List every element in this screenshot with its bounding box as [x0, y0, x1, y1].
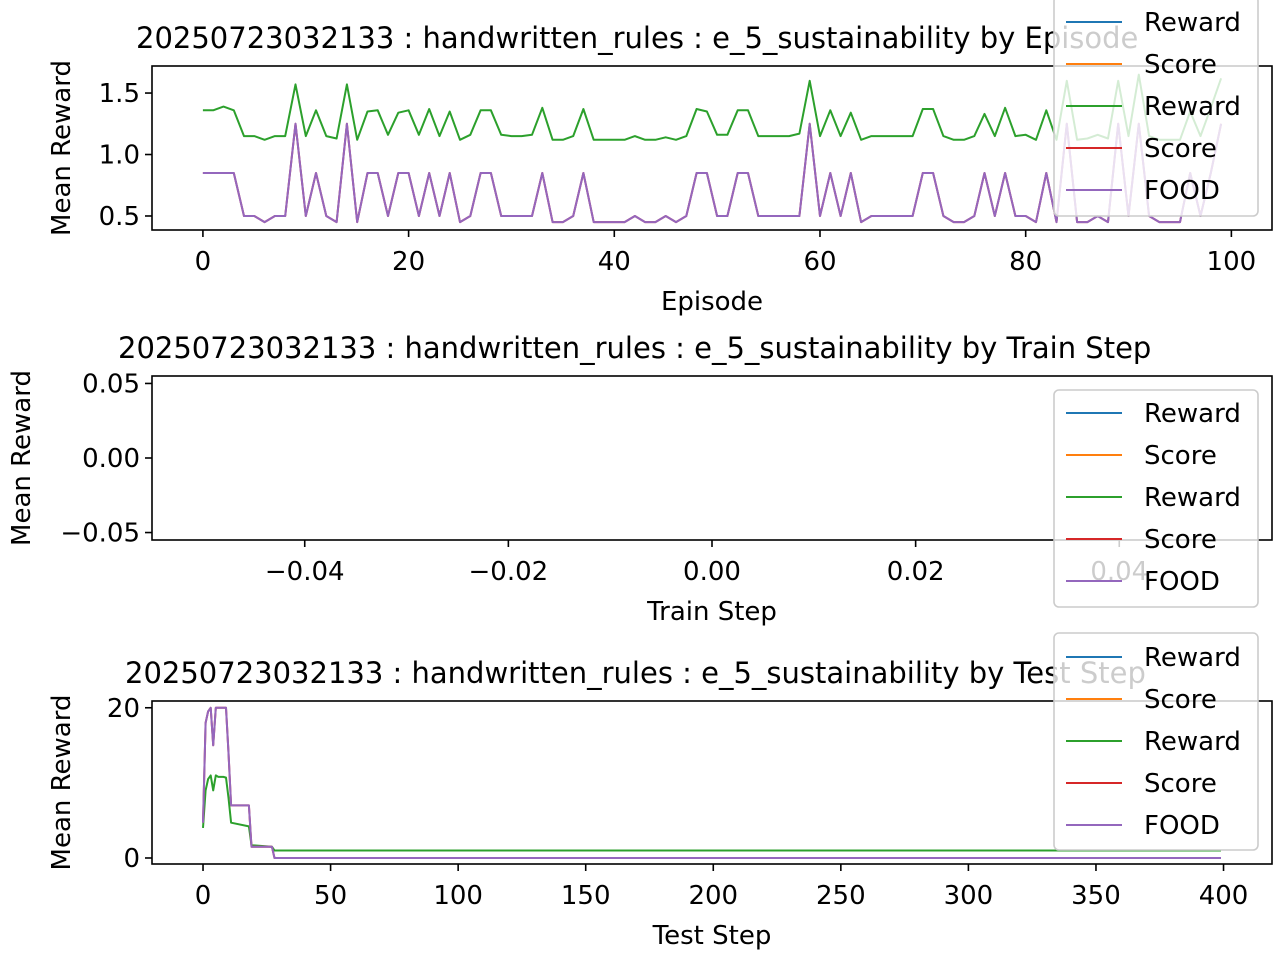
legend-3: Reward Score Reward Score FOOD — [1053, 632, 1259, 851]
subplot-title: 20250723032133 : handwritten_rules : e_5… — [136, 21, 1138, 55]
y-axis-label: Mean Reward — [7, 370, 37, 546]
legend-label: FOOD — [1144, 176, 1220, 206]
subplot-3: 0 50 100 150 200 250 300 350 400 0 20 Test Step Mean… — [47, 656, 1273, 951]
legend-label: Reward — [1144, 92, 1241, 122]
legend-label: Reward — [1144, 399, 1241, 429]
x-axis-label: Test Step — [652, 921, 772, 951]
y-tick-label: 0.00 — [82, 444, 140, 474]
x-tick-label: 200 — [688, 881, 738, 911]
legend-label: Score — [1144, 50, 1217, 80]
x-tick-label: 60 — [803, 247, 836, 277]
series-line-food — [202, 122, 1223, 224]
subplot-title: 20250723032133 : handwritten_rules : e_5… — [118, 331, 1151, 365]
legend-label: Reward — [1144, 643, 1241, 673]
legend-2: Reward Score Reward Score FOOD — [1053, 389, 1259, 608]
subplot-title: 20250723032133 : handwritten_rules : e_5… — [125, 656, 1146, 690]
y-tick-label: 1.0 — [99, 141, 140, 171]
x-tick-label: 150 — [561, 881, 611, 911]
legend-box — [1053, 389, 1259, 608]
y-axis-label: Mean Reward — [47, 695, 77, 871]
x-axis-label: Train Step — [646, 597, 777, 627]
y-tick-label: 0.5 — [99, 202, 140, 232]
legend-label: Reward — [1144, 483, 1241, 513]
x-tick-label: 0.00 — [683, 557, 741, 587]
x-tick-label: 20 — [392, 247, 425, 277]
series-line-reward — [202, 73, 1223, 141]
subplot-1: 0 20 40 60 80 100 0.5 1.0 1.5 Episode Mean Reward 2… — [47, 21, 1273, 317]
x-tick-label: 350 — [1071, 881, 1121, 911]
x-tick-label: 40 — [598, 247, 631, 277]
legend-label: Score — [1144, 134, 1217, 164]
x-tick-label: 400 — [1199, 881, 1249, 911]
legend-label: Reward — [1144, 727, 1241, 757]
legend-box — [1053, 0, 1259, 217]
series-line-food — [202, 706, 1221, 859]
y-tick-label: 0 — [123, 844, 140, 874]
legend-label: FOOD — [1144, 567, 1220, 597]
x-tick-label: 100 — [1207, 247, 1257, 277]
x-tick-label: 0 — [195, 247, 212, 277]
y-tick-label: 20 — [107, 694, 140, 724]
x-tick-label: 300 — [944, 881, 994, 911]
x-tick-label: 0 — [195, 881, 212, 911]
y-tick-label: 0.05 — [82, 369, 140, 399]
x-tick-label: 0.02 — [887, 557, 945, 587]
x-tick-label: 250 — [816, 881, 866, 911]
x-tick-label: 100 — [433, 881, 483, 911]
x-tick-label: −0.02 — [469, 557, 549, 587]
legend-1: Reward Score Reward Score FOOD — [1053, 0, 1259, 217]
legend-label: Reward — [1144, 8, 1241, 38]
legend-box — [1053, 632, 1259, 851]
legend-label: Score — [1144, 525, 1217, 555]
legend-label: Score — [1144, 685, 1217, 715]
y-tick-label: 1.5 — [99, 79, 140, 109]
x-axis-label: Episode — [661, 287, 763, 317]
subplot-2: −0.04−0.020.000.020.04−0.050.000.05Train… — [7, 331, 1273, 627]
legend-label: Score — [1144, 769, 1217, 799]
x-tick-label: −0.04 — [265, 557, 345, 587]
y-tick-label: −0.05 — [60, 519, 140, 549]
legend-label: FOOD — [1144, 811, 1220, 841]
x-tick-label: 50 — [314, 881, 347, 911]
x-tick-label: 80 — [1009, 247, 1042, 277]
legend-label: Score — [1144, 441, 1217, 471]
axes-frame — [151, 700, 1273, 865]
y-axis-label: Mean Reward — [47, 60, 77, 236]
axes-frame — [151, 65, 1273, 231]
